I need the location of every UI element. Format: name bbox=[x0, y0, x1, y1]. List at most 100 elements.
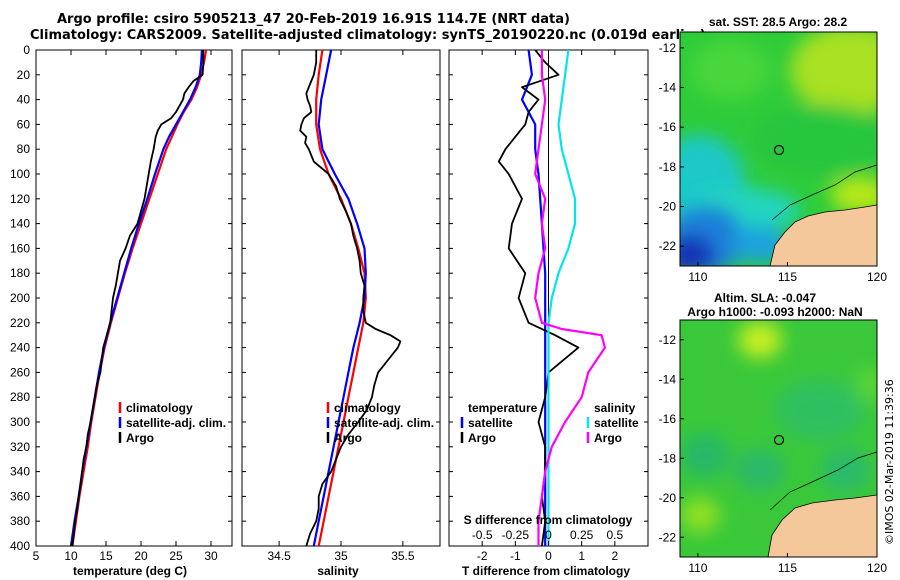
sla-y-tick-label: -20 bbox=[659, 491, 677, 505]
y-tick-label: 300 bbox=[10, 415, 30, 429]
legend-s-argo: Argo bbox=[594, 431, 622, 445]
y-tick-label: 380 bbox=[10, 514, 30, 528]
sst-y-tick-label: -18 bbox=[659, 160, 677, 174]
s-tick-label: -0.25 bbox=[502, 528, 530, 542]
figure-title-line2: Climatology: CARS2009. Satellite-adjuste… bbox=[30, 28, 706, 43]
s-tick-label: 0.25 bbox=[570, 528, 594, 542]
sst-argo-marker bbox=[773, 144, 785, 156]
y-tick-label: 220 bbox=[10, 316, 30, 330]
difference-series bbox=[497, 50, 607, 546]
salinity-xlabel: salinity bbox=[317, 564, 359, 578]
temperature-panel bbox=[35, 49, 233, 547]
sst-x-tick-label: 115 bbox=[778, 270, 797, 284]
y-tick-label: 80 bbox=[17, 142, 31, 156]
sla-y-tick-label: -14 bbox=[659, 372, 677, 386]
legend-t-argo: Argo bbox=[468, 431, 496, 445]
sla-map-title-2: Argo h1000: -0.093 h2000: NaN bbox=[687, 305, 862, 319]
y-tick-label: 20 bbox=[17, 68, 31, 82]
sdiff-xlabel: S difference from climatology bbox=[464, 513, 633, 527]
sla-y-tick-label: -22 bbox=[659, 530, 677, 544]
profile-lines bbox=[69, 50, 607, 546]
x-tick-label: 25 bbox=[169, 549, 183, 563]
temperature-legend: climatology satellite-adj. clim. Argo bbox=[118, 401, 226, 445]
temperature-xlabel: temperature (deg C) bbox=[73, 564, 187, 578]
legend-salinity-title: salinity bbox=[594, 401, 636, 415]
salinity-series bbox=[299, 50, 402, 546]
y-tick-label: 40 bbox=[17, 93, 31, 107]
x-tick-label: -1 bbox=[510, 549, 521, 563]
y-tick-label: 120 bbox=[10, 192, 30, 206]
y-tick-label: 200 bbox=[10, 291, 30, 305]
legend-t-satellite: satellite bbox=[468, 416, 513, 430]
x-tick-label: 0 bbox=[545, 549, 552, 563]
x-tick-label: 1 bbox=[578, 549, 585, 563]
x-tick-label: 10 bbox=[64, 549, 78, 563]
x-tick-label: 34.5 bbox=[267, 549, 291, 563]
series-climatology bbox=[71, 50, 208, 546]
temperature-series bbox=[69, 50, 208, 546]
series-argo bbox=[299, 50, 402, 546]
difference-legend: temperature satellite Argo salinity sate… bbox=[460, 401, 639, 445]
x-tick-label: 2 bbox=[611, 549, 618, 563]
s-tick-label: 0 bbox=[545, 528, 552, 542]
sst-y-tick-label: -12 bbox=[659, 41, 677, 55]
y-tick-label: 100 bbox=[10, 167, 30, 181]
sla-y-tick-label: -16 bbox=[659, 412, 677, 426]
sla-y-tick-label: -18 bbox=[659, 451, 677, 465]
s-tick-label: -0.5 bbox=[472, 528, 493, 542]
y-tick-label: 180 bbox=[10, 266, 30, 280]
legend-satellite: satellite-adj. clim. bbox=[334, 416, 434, 430]
sst-y-tick-label: -14 bbox=[659, 81, 677, 95]
y-tick-label: 160 bbox=[10, 241, 30, 255]
x-tick-label: 15 bbox=[99, 549, 113, 563]
sst-y-tick-label: -16 bbox=[659, 120, 677, 134]
x-tick-label: 35.5 bbox=[391, 549, 415, 563]
x-tick-label: 30 bbox=[204, 549, 218, 563]
sst-map-title: sat. SST: 28.5 Argo: 28.2 bbox=[709, 15, 848, 29]
x-tick-label: 20 bbox=[134, 549, 148, 563]
salinity-panel bbox=[241, 49, 441, 547]
legend-s-satellite: satellite bbox=[594, 416, 639, 430]
y-tick-label: 360 bbox=[10, 489, 30, 503]
legend-satellite: satellite-adj. clim. bbox=[126, 416, 226, 430]
y-tick-label: 140 bbox=[10, 217, 30, 231]
figure-title-line1: Argo profile: csiro 5905213_47 20-Feb-20… bbox=[57, 12, 570, 27]
x-tick-label: -2 bbox=[477, 549, 488, 563]
y-tick-label: 400 bbox=[10, 539, 30, 553]
y-tick-label: 240 bbox=[10, 341, 30, 355]
legend-climatology: climatology bbox=[126, 401, 193, 415]
sla-argo-marker bbox=[773, 434, 785, 446]
sla-x-tick-label: 110 bbox=[688, 561, 707, 575]
x-tick-label: 35 bbox=[334, 549, 348, 563]
sst-x-tick-label: 110 bbox=[688, 270, 707, 284]
s-tick-label: 0.5 bbox=[606, 528, 623, 542]
sst-x-tick-label: 120 bbox=[867, 270, 887, 284]
y-tick-label: 260 bbox=[10, 365, 30, 379]
series-s-argo bbox=[534, 50, 607, 546]
sla-x-tick-label: 115 bbox=[778, 561, 797, 575]
legend-temperature-title: temperature bbox=[468, 401, 538, 415]
panel-ticks: 5 10 15 20 25 3002040608010012014016018020022… bbox=[10, 43, 648, 563]
map-ticks: 110 115 120 -12 -14 -16 -18 -20 -22 110 115 120 -12 -… bbox=[659, 41, 888, 575]
sst-map bbox=[679, 31, 878, 267]
y-tick-label: 320 bbox=[10, 440, 30, 454]
sla-map bbox=[679, 319, 878, 558]
series-t-argo bbox=[497, 50, 580, 546]
sst-y-tick-label: -22 bbox=[659, 239, 677, 253]
y-tick-label: 60 bbox=[17, 117, 31, 131]
legend-argo: Argo bbox=[334, 431, 362, 445]
sst-y-tick-label: -20 bbox=[659, 200, 677, 214]
salinity-legend: climatology satellite-adj. clim. Argo bbox=[326, 401, 434, 445]
y-tick-label: 280 bbox=[10, 390, 30, 404]
series-argo bbox=[71, 50, 205, 546]
tdiff-xlabel: T difference from climatology bbox=[462, 564, 630, 578]
sla-map-title-1: Altim. SLA: -0.047 bbox=[714, 291, 816, 305]
legend-argo: Argo bbox=[126, 431, 154, 445]
sla-x-tick-label: 120 bbox=[867, 561, 887, 575]
legend-climatology: climatology bbox=[334, 401, 401, 415]
y-tick-label: 0 bbox=[23, 43, 30, 57]
y-tick-label: 340 bbox=[10, 465, 30, 479]
sla-y-tick-label: -12 bbox=[659, 333, 677, 347]
x-tick-label: 5 bbox=[33, 549, 40, 563]
